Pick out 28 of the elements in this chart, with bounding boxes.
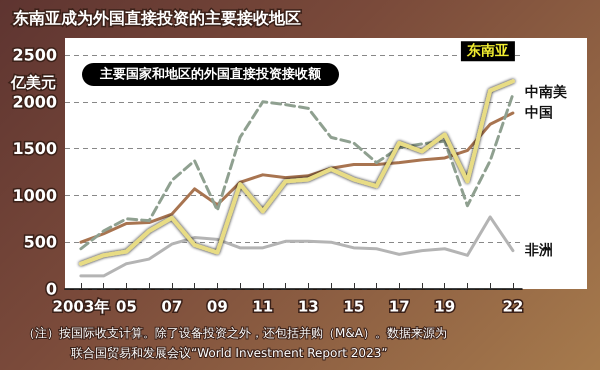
y-tick-label: 2500 xyxy=(12,46,57,64)
series-label: 非洲 xyxy=(524,242,553,259)
y-tick-label: 2000 xyxy=(12,92,57,112)
x-tick-label: 05 xyxy=(116,298,137,316)
series-label: 东南亚 xyxy=(466,42,509,60)
y-tick-label: 1000 xyxy=(12,186,57,205)
x-tick-label: 22 xyxy=(502,298,524,316)
chart-title: 东南亚成为外国直接投资的主要接收地区 xyxy=(12,8,301,28)
x-tick-label: 19 xyxy=(434,298,456,316)
x-tick-label: 07 xyxy=(161,298,182,316)
y-tick-label: 500 xyxy=(24,232,57,252)
y-tick-label: 0 xyxy=(46,280,57,298)
x-tick-label: 09 xyxy=(206,298,228,316)
line-series xyxy=(78,79,515,266)
x-tick-label: 13 xyxy=(298,298,319,316)
x-tick-label: 15 xyxy=(343,298,364,316)
y-axis-title: 亿美元 xyxy=(10,74,56,92)
text: （注）按国际收支计算。除了设备投资之外，还包括并购（M&A）。数据来源为 xyxy=(23,326,447,340)
line-series xyxy=(79,92,514,250)
text: 联合国贸易和发展会议“World Investment Report 2023” xyxy=(71,346,388,360)
x-tick-label: 17 xyxy=(388,298,410,316)
y-tick-label: 1500 xyxy=(12,139,57,158)
text: 主要国家和地区的外国直接投资接收额 xyxy=(99,66,322,82)
x-tick-label: 2003年 xyxy=(52,298,110,316)
series-label: 中南美 xyxy=(524,83,567,100)
x-tick-label: 11 xyxy=(252,298,274,316)
series-label: 中国 xyxy=(524,105,553,122)
line-series xyxy=(79,215,514,278)
